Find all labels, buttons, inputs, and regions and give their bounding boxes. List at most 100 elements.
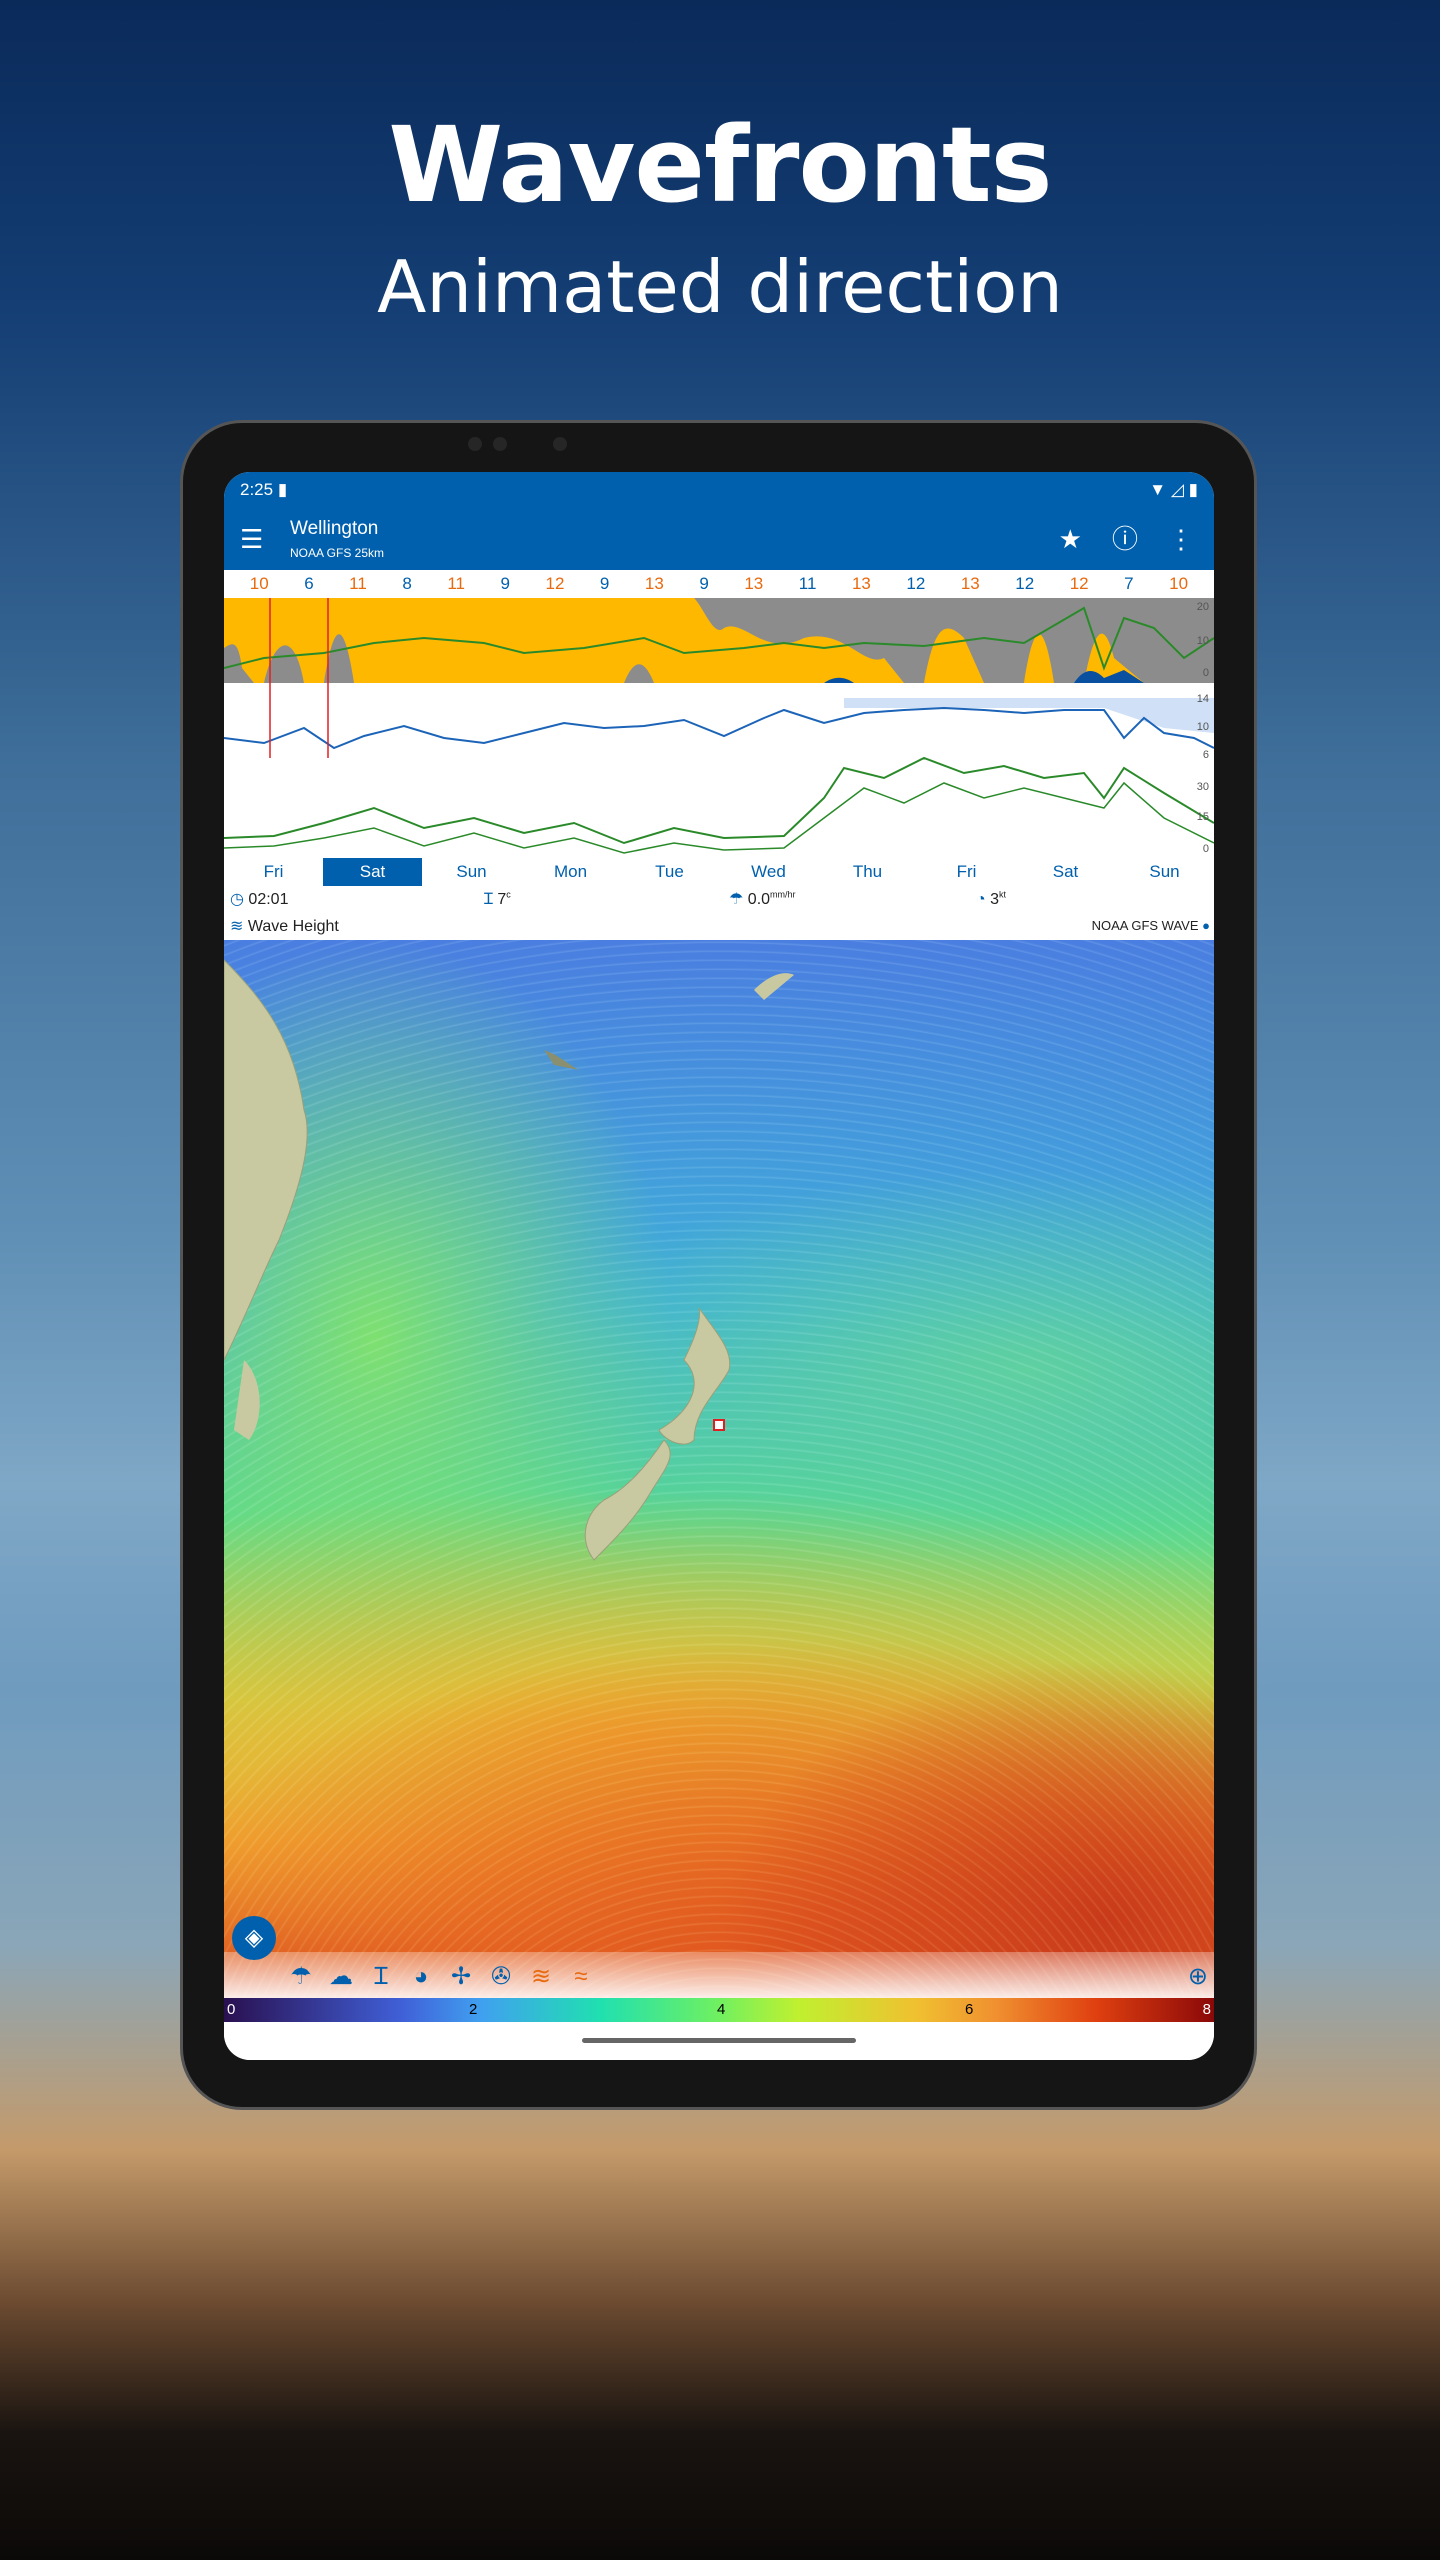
day-selector: Fri Sat Sun Mon Tue Wed Thu Fri Sat Sun — [224, 858, 1214, 886]
day-tab[interactable]: Thu — [852, 862, 883, 881]
legend-tick: 8 — [1202, 2001, 1211, 2018]
wind-axis-bottom: 0 — [1203, 843, 1209, 855]
wifi-icon: ▼ — [1149, 480, 1167, 499]
wind-speed-line — [224, 756, 1214, 845]
hour-value: 11 — [447, 574, 465, 593]
status-bar: 2:25 ▮ ▼ ◿ ▮ — [224, 472, 1214, 508]
menu-icon[interactable]: ☰ — [240, 524, 264, 554]
location-marker — [713, 1419, 725, 1431]
hour-value: 13 — [851, 574, 871, 593]
wave-direction-animation — [224, 940, 1214, 1998]
rain-axis-bottom: 0 — [1203, 667, 1209, 679]
hour-value: 13 — [960, 574, 980, 593]
swell-layer-icon[interactable]: ≈ — [574, 1963, 588, 1990]
norfolk-area — [544, 1050, 579, 1070]
wave-height-map[interactable] — [224, 940, 1214, 1998]
more-icon[interactable]: ⋮ — [1168, 524, 1194, 554]
status-icons: ▼ ◿ ▮ — [1149, 480, 1198, 500]
sd-card-icon: ▮ — [277, 480, 288, 499]
gesture-nav-bar — [224, 2022, 1214, 2060]
layer-name: Wave Height — [247, 918, 339, 935]
hour-value: 10 — [249, 574, 269, 593]
temperature-value: 7 — [497, 891, 507, 908]
temp-range-area — [844, 698, 1214, 733]
clock-icon: ◷ — [230, 891, 244, 908]
star-icon[interactable]: ★ — [1058, 524, 1082, 554]
temp-axis-top: 14 — [1197, 693, 1209, 705]
hour-value: 13 — [644, 574, 664, 593]
wind-axis-top: 30 — [1197, 781, 1209, 793]
cloud-area — [224, 598, 1214, 683]
color-legend: 0 2 4 6 8 — [224, 1998, 1214, 2022]
hero-subtitle: Animated direction — [377, 245, 1063, 329]
legend-tick: 6 — [965, 2001, 974, 2018]
selected-time: 02:01 — [248, 891, 289, 908]
pressure-line — [224, 606, 1214, 671]
day-tab[interactable]: Sat — [323, 858, 422, 886]
hour-value: 7 — [1124, 574, 1134, 593]
tasmania-land — [234, 1360, 260, 1440]
sensor — [468, 437, 482, 451]
layer-label-bar: ≋ Wave Height NOAA GFS WAVE ● — [224, 914, 1214, 940]
day-tab[interactable]: Sun — [456, 862, 487, 881]
rain-axis-mid: 10 — [1197, 635, 1209, 647]
hour-value: 6 — [304, 574, 314, 593]
layer-toolbar — [224, 1952, 1214, 1998]
layer-shortcuts: ☂ ☁ Ɪ ◕ ✢ ✇ ≋ ≈ — [288, 1962, 594, 1992]
hour-value: 11 — [798, 574, 817, 593]
day-tab[interactable]: Wed — [751, 862, 786, 881]
hero-title: Wavefronts — [388, 104, 1052, 226]
hour-value: 11 — [349, 574, 367, 593]
hour-value: 8 — [402, 574, 412, 593]
sensor — [553, 437, 567, 451]
wind-value: 3 — [990, 891, 1000, 908]
hourly-values-row: 10 6 11 8 11 9 12 9 13 9 13 11 13 12 13 12 12 7 10 — [224, 570, 1214, 598]
info-icon[interactable]: ⓘ — [1111, 524, 1138, 554]
temp-axis-mid: 10 — [1197, 721, 1209, 733]
day-tab[interactable]: Mon — [553, 862, 588, 881]
new-caledonia-land — [754, 973, 794, 1000]
day-tab[interactable]: Sat — [1052, 862, 1079, 881]
hour-value: 12 — [1069, 574, 1089, 593]
rain-axis-top: 20 — [1197, 601, 1209, 613]
hour-value: 10 — [1169, 574, 1189, 593]
temp-axis-bottom: 6 — [1203, 749, 1209, 761]
signal-icon: ◿ — [1170, 480, 1184, 499]
battery-icon: ▮ — [1188, 480, 1198, 499]
pressure-layer-icon[interactable]: ◕ — [413, 1963, 429, 1990]
hour-value: 9 — [699, 574, 709, 593]
home-handle[interactable] — [582, 2038, 856, 2043]
forecast-chart[interactable]: 20 10 0 14 10 6 30 15 0 — [224, 598, 1214, 858]
australia-land — [224, 959, 308, 1361]
rain-unit: mm/hr — [770, 889, 796, 900]
new-zealand-south-island — [584, 1439, 671, 1561]
day-tab[interactable]: Tue — [655, 862, 684, 881]
temperature-layer-icon[interactable]: Ɪ — [374, 1963, 388, 1990]
thermometer-icon: Ɪ — [484, 891, 493, 908]
wind-gust-layer-icon[interactable]: ✇ — [490, 1963, 512, 1990]
day-tab[interactable]: Sun — [1149, 862, 1180, 881]
camera — [493, 437, 507, 451]
rain-layer-icon[interactable]: ☂ — [290, 1963, 312, 1990]
rain-value: 0.0 — [747, 891, 771, 908]
legend-tick: 4 — [717, 2001, 726, 2018]
cloud-layer-icon[interactable]: ☁ — [329, 1963, 353, 1990]
app-screen: 2:25 ▮ ▼ ◿ ▮ ☰ Wellington NOAA GFS 25km … — [224, 472, 1214, 2060]
layers-button[interactable]: ◈ — [232, 1916, 276, 1960]
wind-axis-mid: 15 — [1197, 811, 1209, 823]
rain-icon: ☂ — [729, 891, 744, 908]
status-time: 2:25 — [240, 480, 274, 499]
temperature-unit: c — [506, 889, 511, 900]
app-bar: ☰ Wellington NOAA GFS 25km ★ ⓘ ⋮ — [224, 508, 1214, 570]
location-title[interactable]: Wellington — [290, 518, 379, 539]
add-layer-button[interactable]: ⊕ — [1187, 1963, 1208, 1990]
hour-value: 13 — [744, 574, 764, 593]
wind-unit: kt — [999, 889, 1007, 900]
noaa-logo-icon: ● — [1202, 918, 1210, 933]
wave-height-layer-icon[interactable]: ≋ — [530, 1963, 552, 1990]
layer-source: NOAA GFS WAVE — [1091, 918, 1199, 933]
day-tab[interactable]: Fri — [263, 862, 284, 881]
wind-layer-icon[interactable]: ✢ — [450, 1963, 472, 1990]
info-row: ◷ 02:01 Ɪ 7c ☂ 0.0mm/hr ◔ 3kt — [224, 886, 1214, 914]
day-tab[interactable]: Fri — [956, 862, 977, 881]
